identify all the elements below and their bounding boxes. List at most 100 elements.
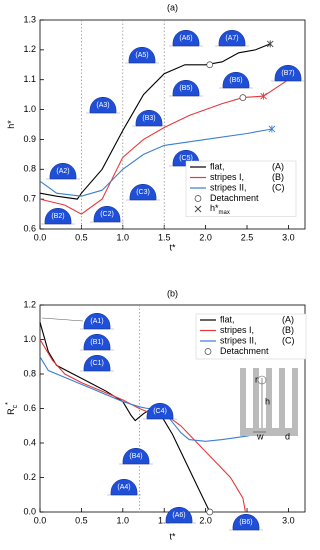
y-tick-label: 0.9 <box>23 134 36 144</box>
droplet <box>172 30 200 47</box>
x-tick-label: 2.0 <box>199 232 212 242</box>
droplet-label: (A3) <box>96 102 109 109</box>
inset-label: d <box>285 431 290 441</box>
droplet-label: (A7) <box>225 35 238 42</box>
droplet <box>83 313 111 330</box>
droplet <box>218 30 246 47</box>
droplet-label: (C2) <box>100 211 114 218</box>
y-tick-label: 0.8 <box>23 368 36 378</box>
droplet <box>110 479 138 496</box>
y-axis-title-main: R <box>6 408 16 415</box>
y-tick-label: 1.1 <box>23 74 36 84</box>
droplet <box>129 184 157 201</box>
droplet-label: (C3) <box>136 189 150 196</box>
legend-tag: (B) <box>282 325 294 335</box>
y-tick-label: 1.2 <box>23 44 36 54</box>
legend-label: flat, <box>210 161 225 171</box>
x-tick-label: 2.5 <box>241 232 254 242</box>
legend-tag: (B) <box>272 172 284 182</box>
detachment-marker <box>206 508 214 516</box>
legend-tag: (A) <box>272 161 284 171</box>
y-axis-title: Rc* <box>5 402 19 415</box>
droplet-label: (A1) <box>90 318 103 325</box>
legend-tag: (C) <box>282 335 295 345</box>
legend-label: Detachment <box>210 193 259 203</box>
droplet-label: (C4) <box>153 408 167 415</box>
x-tick-label: 1.5 <box>158 232 171 242</box>
y-tick-label: 1.3 <box>23 14 36 24</box>
legend-label: Detachment <box>220 346 269 356</box>
droplet <box>274 65 302 82</box>
inset-pillar <box>253 368 259 428</box>
droplet <box>172 80 200 97</box>
inset-pillar <box>266 368 272 428</box>
inset-pillar <box>279 368 285 428</box>
legend-tag: (A) <box>282 314 294 324</box>
droplet <box>83 355 111 372</box>
y-axis-title: h* <box>6 120 16 129</box>
legend-label: stripes II, <box>210 182 247 192</box>
series-line <box>39 322 211 513</box>
droplet-label: (B6) <box>229 77 242 84</box>
droplet-label: (B1) <box>90 339 103 346</box>
droplet-label: (A2) <box>56 168 69 175</box>
droplet-label: (B6) <box>239 519 252 526</box>
droplet <box>135 110 163 127</box>
figure: (a) 0.0 0.5 1.0 1.5 2.0 2.5 3.0 0.6 0.7 0.8 0.9 1.0 1… <box>5 2 307 541</box>
y-tick-label: 0.7 <box>23 194 36 204</box>
droplet-label: (C1) <box>90 360 104 367</box>
legend-label: stripes I, <box>220 325 254 335</box>
y-tick-label: 0.8 <box>23 164 36 174</box>
hmax-marker <box>260 92 267 100</box>
droplet <box>93 206 121 223</box>
inset-pillar <box>240 368 246 428</box>
inset-label: h <box>265 396 270 406</box>
x-tick-label: 0.0 <box>34 232 47 242</box>
series-line <box>39 339 246 513</box>
y-tick-label: 0.6 <box>23 403 36 413</box>
droplet-label: (C5) <box>179 155 193 162</box>
legend-label: stripes I, <box>210 172 244 182</box>
droplet-label: (A6) <box>172 512 185 519</box>
y-tick-label: 0.4 <box>23 437 36 447</box>
droplet-label: (B5) <box>179 85 192 92</box>
legend-box <box>195 313 307 360</box>
legend-box <box>185 160 297 217</box>
y-axis-title-sub: c <box>12 404 19 408</box>
x-tick-label: 1.0 <box>117 515 130 525</box>
legend-hmax-icon <box>194 205 202 213</box>
inset-pillar <box>292 368 298 428</box>
droplet <box>165 507 193 524</box>
droplet-label: (A5) <box>135 52 148 59</box>
droplet <box>222 72 250 89</box>
droplet <box>83 334 111 351</box>
droplet <box>232 514 260 531</box>
legend-label: h*max <box>210 203 230 215</box>
legend-label-main: h* <box>210 203 219 213</box>
droplet-label: (A6) <box>179 35 192 42</box>
panel-label: (b) <box>167 288 178 298</box>
detachment-marker <box>206 61 214 69</box>
y-tick-label: 1.2 <box>23 299 36 309</box>
legend-label: stripes II, <box>220 335 257 345</box>
x-axis-title: t* <box>169 531 176 541</box>
series-line <box>39 128 272 197</box>
series-line <box>39 79 289 215</box>
droplet <box>44 208 72 225</box>
droplet <box>146 403 174 420</box>
inset-diagram: r h w d <box>240 368 298 441</box>
hmax-marker <box>266 40 274 48</box>
x-tick-label: 0.0 <box>34 515 47 525</box>
x-tick-label: 3.0 <box>282 515 295 525</box>
x-tick-label: 2.0 <box>199 515 212 525</box>
x-tick-label: 0.5 <box>75 232 88 242</box>
y-tick-label: 0.0 <box>23 506 36 516</box>
y-axis-title-main: h* <box>6 120 16 129</box>
panel-label: (a) <box>167 2 178 12</box>
y-tick-label: 0.2 <box>23 472 36 482</box>
y-tick-label: 1.0 <box>23 334 36 344</box>
legend-label-sub: max <box>219 210 230 216</box>
legend-tag: (C) <box>272 182 285 192</box>
x-tick-label: 0.5 <box>75 515 88 525</box>
x-tick-label: 3.0 <box>282 232 295 242</box>
